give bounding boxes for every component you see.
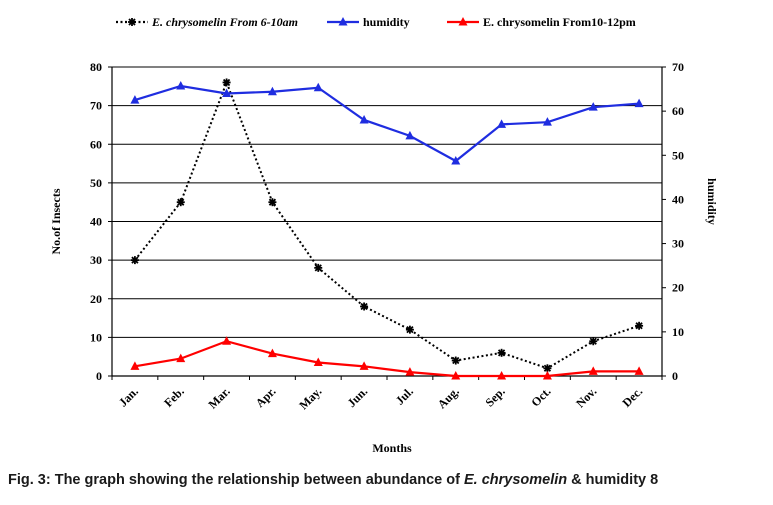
series-point-0: [497, 348, 506, 357]
caption-suffix: & humidity 8: [567, 472, 659, 488]
series-point-1: [359, 114, 369, 124]
legend-label: E. chrysomelin From10-12pm: [483, 15, 636, 29]
figure-caption: Fig. 3: The graph showing the relationsh…: [8, 472, 768, 488]
series-point-1: [497, 119, 507, 128]
series-point-1: [405, 130, 415, 140]
series-line-1: [134, 84, 640, 163]
y-tick-label: 80: [90, 60, 102, 74]
series-point-0: [543, 364, 552, 373]
line-chart: 0 10 20 30 40 50 60 70 80 0 10 20 30 40 50 60 70 Jan. Feb.…: [49, 15, 719, 455]
y-tick-label: 0: [96, 369, 102, 383]
series-point-2: [176, 353, 186, 363]
y2-tick-label: 60: [672, 104, 684, 118]
series-point-0: [635, 321, 644, 330]
caption-prefix: Fig. 3: The graph showing the relationsh…: [8, 472, 464, 488]
chart: 0 10 20 30 40 50 60 70 80 0 10 20 30 40 50 60 70 Jan. Feb.…: [49, 15, 719, 455]
y2-tick-label: 10: [672, 325, 684, 339]
series-point-2: [313, 357, 323, 366]
series-point-1: [588, 102, 598, 111]
caption-species: E. chrysomelin: [463, 472, 568, 488]
series-point-2: [222, 336, 232, 345]
series-point-2: [497, 371, 507, 380]
legend-swatch-marker: [128, 18, 136, 26]
y-axis-title: No.of Insects: [49, 188, 63, 254]
x-tick-label: Mar.: [205, 384, 232, 411]
x-tick-label: Dec.: [620, 384, 646, 410]
y2-tick-label: 40: [672, 192, 684, 206]
x-tick-label: Apr.: [253, 384, 279, 410]
y-tick-label: 10: [90, 330, 102, 344]
x-tick-label: Oct.: [528, 384, 553, 409]
series-point-0: [222, 78, 231, 87]
series-point-2: [359, 361, 369, 370]
y2-tick-label: 20: [672, 281, 684, 295]
y2-tick-label: 50: [672, 148, 684, 162]
series-point-2: [634, 366, 644, 375]
legend-swatch-marker: [458, 17, 468, 26]
series-point-0: [176, 198, 185, 207]
series-point-1: [451, 156, 461, 165]
x-tick-label: May.: [296, 384, 324, 412]
series-line-0: [134, 79, 640, 370]
legend-label: E. chrysomelin From 6-10am: [151, 15, 298, 29]
series-point-0: [451, 356, 460, 365]
series-point-2: [588, 366, 598, 375]
series-point-0: [360, 302, 369, 311]
series-point-0: [130, 256, 139, 265]
series-point-1: [313, 82, 323, 92]
series-point-0: [268, 198, 277, 207]
series-point-1: [130, 95, 140, 104]
x-tick-label: Jun.: [344, 384, 370, 410]
y-tick-label: 60: [90, 137, 102, 151]
series-point-2: [405, 367, 415, 376]
y2-tick-label: 30: [672, 237, 684, 251]
x-tick-label: Aug.: [435, 384, 462, 411]
series-point-1: [222, 88, 232, 97]
series-point-2: [267, 348, 277, 358]
y-tick-label: 70: [90, 99, 102, 113]
y2-tick-label: 0: [672, 369, 678, 383]
series-point-1: [634, 98, 644, 108]
series-point-1: [542, 117, 552, 126]
series-point-0: [314, 263, 323, 272]
series-point-2: [130, 361, 140, 370]
x-tick-label: Feb.: [161, 384, 187, 410]
legend-swatch-marker: [338, 17, 348, 26]
series-point-1: [176, 80, 186, 90]
y-tick-label: 50: [90, 176, 102, 190]
series-point-1: [267, 86, 277, 96]
x-tick-label: Jul.: [393, 384, 416, 407]
x-tick-label: Jan.: [116, 384, 141, 409]
x-tick-label: Nov.: [573, 384, 599, 410]
y2-tick-label: 70: [672, 60, 684, 74]
series-point-0: [589, 337, 598, 346]
y-tick-label: 40: [90, 215, 102, 229]
legend-label: humidity: [363, 15, 410, 29]
y-tick-label: 30: [90, 253, 102, 267]
x-tick-label: Sep.: [482, 384, 507, 409]
series-point-0: [405, 325, 414, 334]
series-point-2: [451, 371, 461, 380]
y-tick-label: 20: [90, 292, 102, 306]
series-line-2: [134, 340, 640, 378]
y2-axis-title: humidity: [705, 178, 719, 225]
series-point-2: [542, 371, 552, 380]
x-axis-title: Months: [372, 441, 412, 455]
